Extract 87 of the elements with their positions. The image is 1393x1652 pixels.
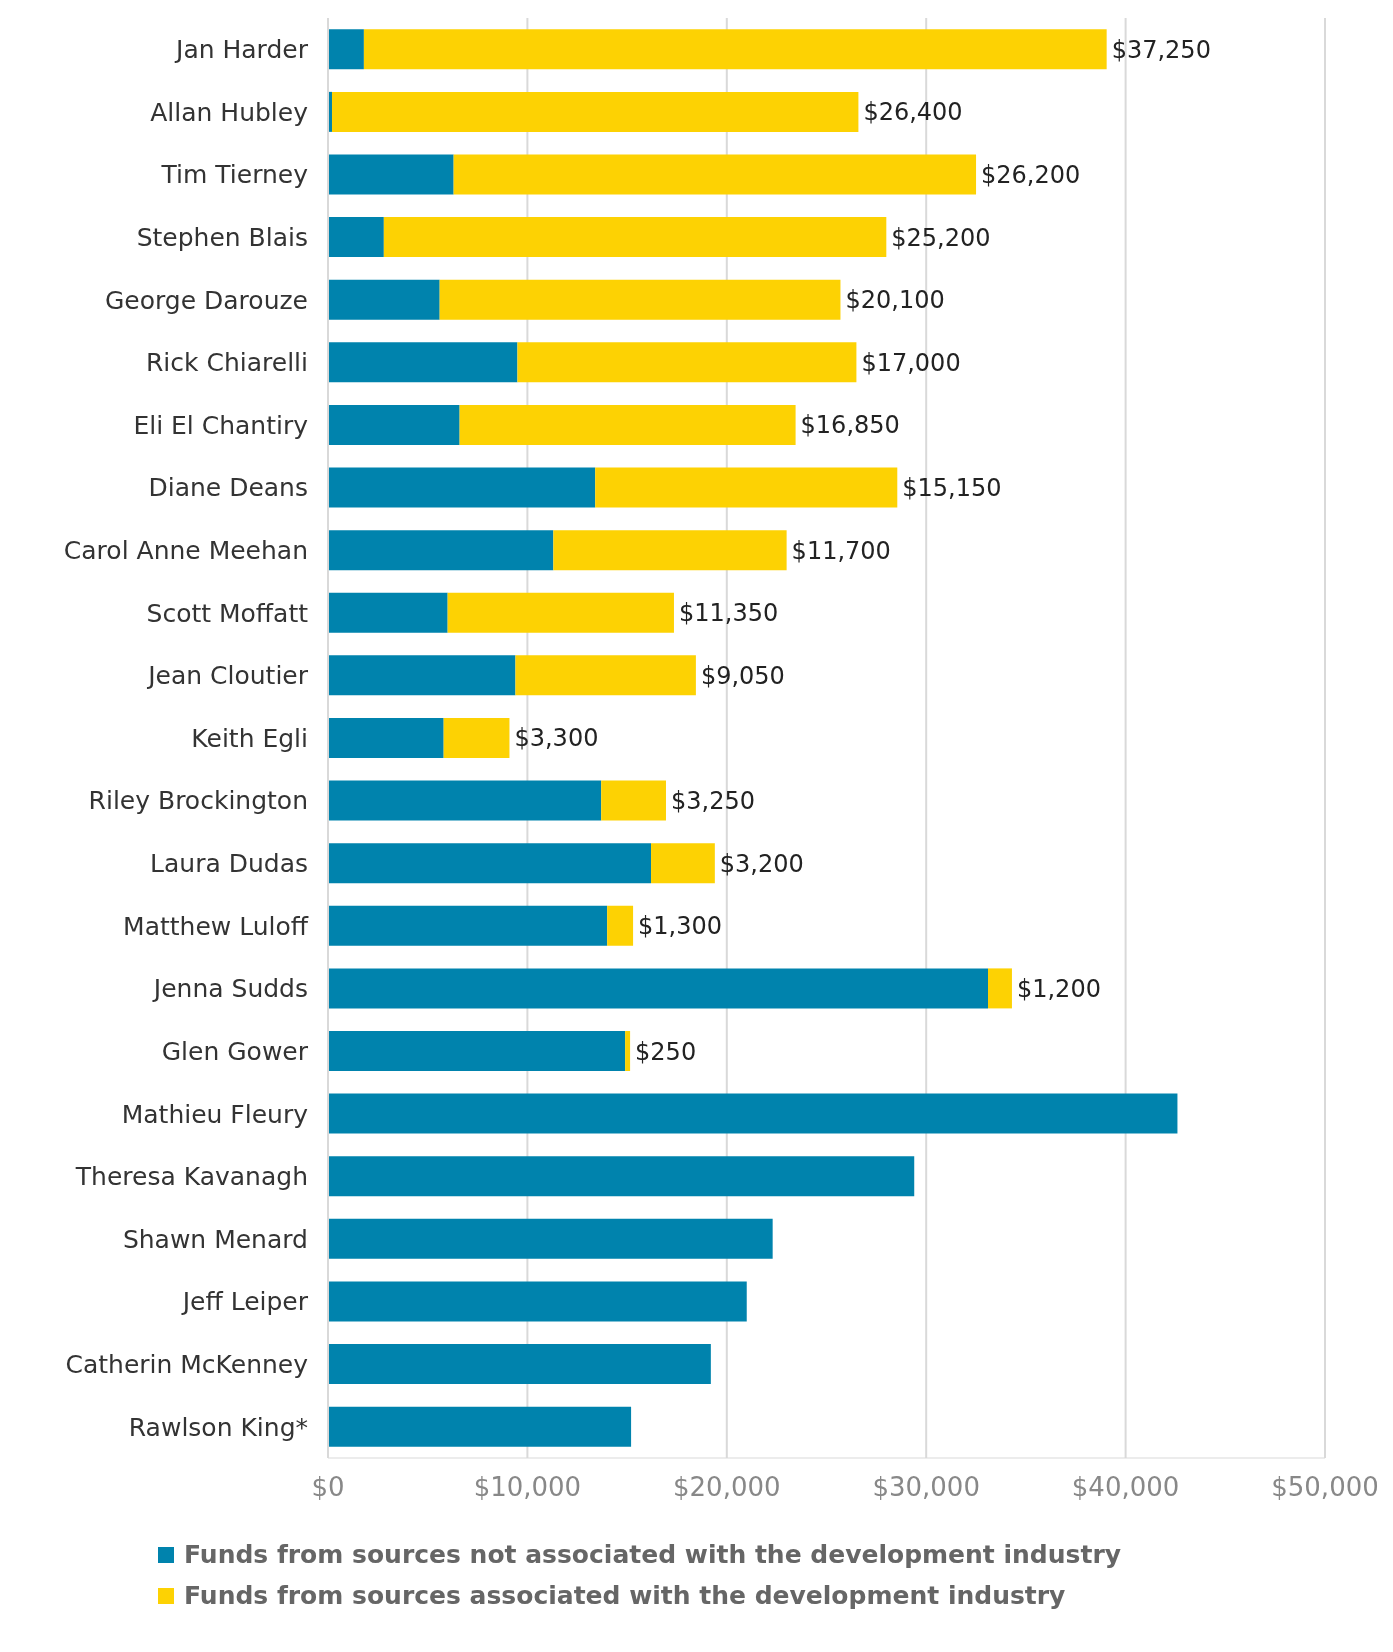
y-tick-label: Mathieu Fleury	[121, 1099, 309, 1129]
bar	[328, 279, 440, 320]
y-tick-label: Jeff Leiper	[180, 1287, 309, 1317]
bar	[439, 279, 841, 320]
bar	[328, 1156, 915, 1197]
y-tick-label: Theresa Kavanagh	[74, 1162, 308, 1192]
bar	[328, 1406, 632, 1447]
y-tick-label: Carol Anne Meehan	[63, 536, 308, 566]
data-label: $26,200	[981, 161, 1081, 190]
bar	[328, 404, 460, 445]
bar	[515, 655, 696, 696]
bar	[328, 592, 448, 633]
data-label: $20,100	[845, 286, 945, 315]
bar	[328, 154, 454, 195]
y-tick-label: Tim Tierney	[160, 160, 309, 190]
y-tick-label: Laura Dudas	[150, 849, 308, 879]
bar	[363, 29, 1107, 70]
y-tick-label: Keith Egli	[191, 723, 308, 753]
y-tick-label: George Darouze	[104, 285, 308, 315]
data-label: $16,850	[800, 411, 900, 440]
data-label: $3,250	[670, 787, 755, 816]
legend-label: Funds from sources not associated with the development industry	[184, 1540, 1122, 1569]
bar	[595, 467, 898, 508]
x-tick-label: $30,000	[872, 1472, 980, 1503]
y-tick-label: Eli El Chantiry	[133, 410, 309, 440]
data-label: $9,050	[700, 661, 785, 690]
bar	[601, 780, 666, 821]
data-label: $1,200	[1016, 974, 1101, 1003]
bar	[328, 780, 602, 821]
x-tick-label: $20,000	[673, 1472, 781, 1503]
data-label: $26,400	[863, 98, 963, 127]
bar	[328, 1281, 747, 1322]
data-label: $25,200	[891, 223, 991, 252]
bar	[447, 592, 674, 633]
x-tick-label: $10,000	[473, 1472, 582, 1503]
bar	[328, 1093, 1178, 1134]
y-tick-label: Rick Chiarelli	[146, 348, 308, 378]
y-tick-label: Jenna Sudds	[151, 974, 308, 1004]
data-label: $11,700	[791, 536, 891, 565]
bar	[328, 1344, 711, 1385]
bar	[328, 905, 608, 946]
bar	[328, 467, 596, 508]
y-tick-label: Jean Cloutier	[146, 661, 309, 691]
bar	[453, 154, 977, 195]
bar	[328, 1218, 773, 1259]
bar	[651, 843, 715, 884]
x-tick-label: $40,000	[1071, 1472, 1180, 1503]
y-tick-label: Diane Deans	[148, 473, 308, 503]
bar	[988, 968, 1012, 1009]
bar	[328, 968, 989, 1009]
bar	[459, 404, 796, 445]
y-tick-label: Scott Moffatt	[146, 598, 309, 628]
bar	[331, 91, 859, 132]
bar	[328, 530, 554, 571]
y-tick-label: Allan Hubley	[150, 97, 309, 127]
data-label: $1,300	[638, 912, 723, 941]
data-label: $11,350	[678, 599, 779, 628]
legend-label: Funds from sources associated with the development industry	[184, 1581, 1066, 1610]
bar	[625, 1031, 631, 1072]
y-tick-label: Catherin McKenney	[65, 1349, 309, 1379]
y-tick-label: Rawlson King*	[128, 1412, 308, 1442]
y-tick-label: Stephen Blais	[136, 223, 308, 253]
y-tick-label: Glen Gower	[161, 1036, 309, 1066]
bar	[517, 342, 857, 383]
bar	[328, 717, 444, 758]
bar	[383, 217, 887, 258]
data-label: $3,300	[514, 724, 599, 753]
data-label: $17,000	[861, 348, 961, 377]
bar	[607, 905, 634, 946]
data-label: $37,250	[1111, 35, 1211, 64]
bar	[443, 717, 510, 758]
bar	[328, 29, 364, 70]
y-tick-label: Shawn Menard	[122, 1224, 308, 1254]
bar	[328, 655, 516, 696]
y-tick-label: Jan Harder	[174, 35, 309, 65]
x-tick-label: $0	[311, 1472, 345, 1503]
y-tick-label: Matthew Luloff	[123, 911, 309, 941]
data-label: $3,200	[719, 849, 804, 878]
bar	[328, 843, 652, 884]
data-label: $250	[635, 1037, 697, 1066]
bar	[553, 530, 787, 571]
bar	[328, 342, 518, 383]
bar	[328, 217, 384, 258]
x-tick-label: $50,000	[1271, 1472, 1379, 1503]
bar	[328, 1031, 626, 1072]
data-label: $15,150	[902, 474, 1002, 503]
y-tick-label: Riley Brockington	[88, 786, 308, 816]
